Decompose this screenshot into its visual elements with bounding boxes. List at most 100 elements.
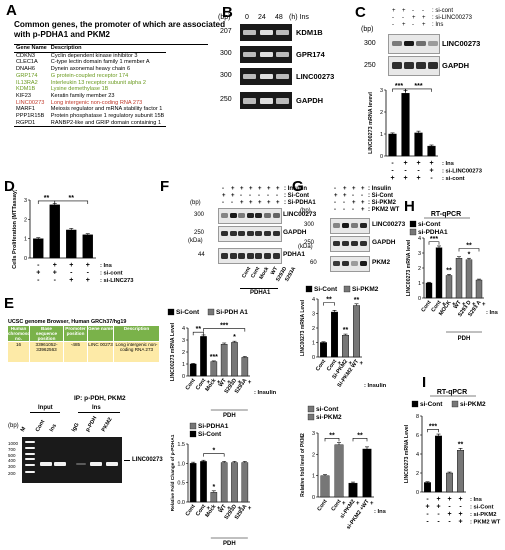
- bar: [320, 342, 328, 358]
- x-tick-label: WT: [218, 377, 228, 388]
- blot-kda-label: (kDa): [188, 238, 203, 244]
- lane-label: Ins: [48, 423, 58, 433]
- condition-sign: -: [426, 519, 429, 526]
- blot-band: [404, 41, 414, 46]
- blot-band: [238, 213, 246, 218]
- bar: [220, 462, 228, 503]
- y-axis-label: LINC00273 mRNA Level: [170, 322, 176, 381]
- y-tick-label: 3: [312, 312, 315, 318]
- panel-c-label: C: [355, 4, 366, 21]
- blot-size-label: 44: [198, 252, 205, 258]
- sig-label: **: [354, 297, 360, 304]
- legend-swatch: [451, 400, 459, 408]
- sig-label: ***: [414, 83, 422, 90]
- sig-bracket: [352, 438, 368, 442]
- legend-swatch: [307, 405, 315, 413]
- y-tick-label: 1: [24, 237, 27, 243]
- legend-swatch: [167, 308, 175, 316]
- gene-row: GRP174 G protein-coupled receptor 174: [14, 73, 166, 80]
- gel-image: [240, 68, 292, 85]
- gene-row: RGPD1 RANBP2-like and GRIP domain contain…: [14, 119, 167, 128]
- y-axis-label: LINC00273 mRNA Level: [300, 299, 306, 356]
- y-tick-label: 3: [312, 431, 315, 437]
- condition-label: : Si-Cont: [368, 193, 393, 199]
- blot-band: [360, 223, 367, 228]
- y-tick-label: 2: [312, 452, 315, 458]
- condition-label: : Si-PDHA1: [284, 200, 316, 206]
- ucsc-caption: UCSC genome Browser, Human GRCh37/hg19: [8, 319, 127, 325]
- ucsc-header-cell: Base sequence position: [30, 326, 63, 341]
- blot-size-label: 300: [194, 212, 205, 218]
- chip-gel: Input Ins (bp) M Cont Ins IgG p-PDH PKM2 1000 700 5…: [8, 405, 168, 485]
- condition-sign: +: [36, 270, 40, 277]
- sig-bracket: [458, 248, 480, 252]
- legend-label: Si-PKM2: [352, 286, 379, 293]
- condition-sign: +: [402, 8, 406, 14]
- x-tick-plus: +: [472, 302, 476, 308]
- condition-sign: -: [352, 207, 354, 213]
- sig-label: *: [233, 334, 236, 341]
- blot-gene-label: LINC00273: [372, 221, 406, 228]
- x-tick-plus: +: [360, 361, 364, 367]
- sig-label: *: [212, 484, 215, 491]
- blot-gene-label: PDHA1: [283, 251, 306, 258]
- condition-sign: +: [222, 193, 226, 199]
- gene-desc: Dynein axonemal heavy chain 6: [50, 66, 131, 73]
- condition-sign: +: [412, 15, 416, 21]
- panel-a-title-line2: with p-PDHA1 and PKM2: [14, 29, 110, 39]
- gel-bp-label: (bp): [361, 26, 374, 33]
- panel-d-label: D: [4, 178, 15, 195]
- gel-band: [243, 52, 256, 57]
- gene-row: KDM1B Lysine demethylase 1B: [14, 86, 166, 93]
- x-tick-plus: +: [238, 506, 242, 512]
- bar: [66, 229, 77, 259]
- bar: [231, 342, 238, 377]
- sig-label: **: [196, 326, 202, 333]
- y-tick-label: 2: [380, 110, 383, 116]
- bar: [457, 449, 465, 493]
- blot-band: [246, 253, 254, 259]
- bar: [475, 279, 483, 299]
- sig-bracket: [192, 331, 204, 336]
- ucsc-value-cell: LINC 00273: [88, 342, 113, 362]
- condition-sign: -: [343, 207, 345, 213]
- condition-sign: +: [447, 496, 451, 503]
- gel-size-label: 300: [220, 50, 232, 57]
- bar: [388, 133, 397, 157]
- condition-sign: -: [276, 193, 278, 199]
- blot-band: [404, 62, 414, 69]
- y-tick-label: 1: [418, 281, 421, 287]
- ucsc-header-cell: Promoter position: [64, 326, 87, 341]
- legend-label: Si-Cont: [176, 309, 200, 316]
- ins-label: : Ins: [486, 310, 498, 316]
- gel-size-label: 250: [220, 96, 232, 103]
- legend-swatch: [409, 220, 417, 228]
- x-tick-plus: +: [248, 506, 252, 512]
- condition-sign: -: [222, 200, 224, 206]
- gel-gene-label: LINC00273: [296, 72, 335, 81]
- gel-gene-label: GAPDH: [296, 96, 324, 105]
- y-tick-label: 2: [312, 326, 315, 332]
- gene-row: KIF23 Keratin family member 23: [14, 93, 166, 100]
- blot-gene-label: GAPDH: [372, 239, 396, 246]
- sig-label: ***: [429, 423, 437, 430]
- ladder-band: [25, 447, 35, 449]
- x-tick-plus: +: [248, 380, 252, 386]
- y-tick-label: 4: [416, 452, 419, 458]
- blot-band: [255, 253, 263, 259]
- gel-image: [240, 46, 292, 63]
- blot-band: [238, 253, 246, 259]
- panel-g-chart2: 0 1 2 3 Relative fold level of PKM2 ** ** Cont C…: [300, 405, 386, 531]
- lane-label: Cont: [34, 419, 47, 433]
- condition-sign: +: [416, 160, 420, 167]
- ucsc-header-cell: Description: [114, 326, 159, 341]
- gene-row: MARF1 Meiosis regulator and mRNA stabilit…: [14, 106, 166, 113]
- gel-band: [276, 74, 289, 79]
- bar: [465, 259, 473, 299]
- igg-band: [76, 463, 86, 465]
- lane-label: IgG: [70, 422, 81, 433]
- condition-sign: +: [361, 186, 365, 192]
- blot-band: [416, 41, 426, 46]
- ladder-band: [25, 464, 35, 466]
